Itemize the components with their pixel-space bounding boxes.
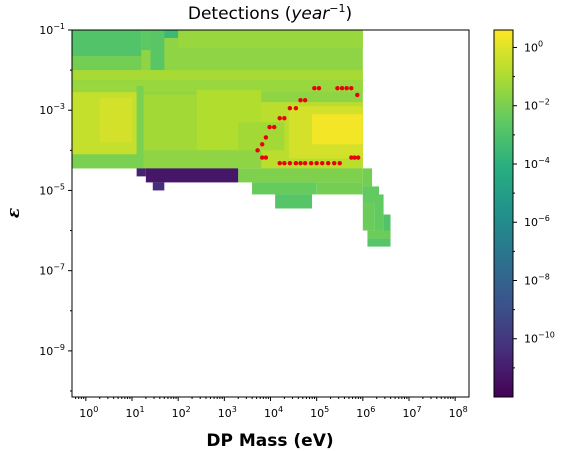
contour-point <box>356 155 361 160</box>
contour-point <box>352 155 357 160</box>
contour-points <box>255 85 361 166</box>
contour-point <box>335 85 340 91</box>
x-axis-ticks: 100 101 102 103 104 105 106 107 108 <box>75 397 468 420</box>
contour-point <box>344 85 349 91</box>
y-axis-label: ε <box>4 208 24 218</box>
contour-point <box>355 92 360 98</box>
contour-point <box>314 160 319 166</box>
contour-point <box>339 85 345 91</box>
contour-point <box>302 160 308 166</box>
colorbar <box>493 29 514 398</box>
contour-point <box>316 85 322 91</box>
contour-point <box>282 160 287 166</box>
x-tick-label: 101 <box>125 405 144 420</box>
heatmap-cell <box>178 30 363 49</box>
y-tick-label: 10−1 <box>39 22 65 37</box>
x-tick-label: 102 <box>172 405 191 420</box>
y-axis-ticks: 10−1 10−3 10−5 10−7 10−9 <box>39 22 72 392</box>
colorbar-tick-label: 10−10 <box>524 331 555 346</box>
x-tick-label: 100 <box>79 405 98 420</box>
contour-point <box>282 116 287 121</box>
heatmap-cell <box>72 80 363 93</box>
y-tick-label: 10−9 <box>39 343 65 358</box>
contour-point <box>259 142 265 147</box>
contour-point <box>312 85 317 91</box>
contour-point <box>271 124 277 130</box>
heatmap-cell <box>252 182 317 195</box>
heatmap-cell <box>72 154 144 169</box>
x-tick-label: 105 <box>310 405 329 420</box>
heatmap-cell <box>275 194 313 209</box>
contour-point <box>287 106 293 111</box>
colorbar-tick-label: 10−8 <box>524 272 550 287</box>
contour-point <box>277 160 282 166</box>
colorbar-tick-label: 10−6 <box>524 214 550 229</box>
contour-point <box>255 148 260 153</box>
heatmap-cell <box>150 30 165 71</box>
heatmap-cell <box>72 30 142 57</box>
colorbar-tick-label: 10−2 <box>524 98 550 113</box>
x-tick-label: 107 <box>402 405 421 420</box>
contour-point <box>332 160 337 166</box>
y-tick-label: 10−7 <box>39 263 65 278</box>
x-tick-label: 103 <box>218 405 237 420</box>
y-tick-label: 10−3 <box>39 102 65 117</box>
heatmap-cell <box>145 168 239 183</box>
contour-point <box>293 160 299 166</box>
contour-point <box>287 160 293 166</box>
heatmap-cell <box>362 168 373 187</box>
y-tick-label: 10−5 <box>39 182 65 197</box>
heatmap-cell <box>374 194 384 231</box>
contour-point <box>326 160 331 166</box>
heatmap-cell <box>152 182 165 191</box>
colorbar-tick-label: 10−4 <box>524 156 550 171</box>
heatmap-cell <box>367 230 391 239</box>
heatmap-cell <box>99 98 133 143</box>
heatmap-cells <box>72 30 391 247</box>
contour-point <box>267 124 272 130</box>
heatmap-cell <box>312 114 363 145</box>
colorbar-tick-label: 100 <box>524 39 543 54</box>
x-axis-label: DP Mass (eV) <box>206 431 333 451</box>
colorbar-ticks: 100 10−2 10−4 10−6 10−8 10−10 <box>513 39 555 369</box>
heatmap-cell <box>143 94 197 151</box>
contour-point <box>349 85 354 91</box>
contour-point <box>302 97 308 103</box>
contour-point <box>298 160 303 166</box>
contour-point <box>259 155 265 160</box>
contour-point <box>293 106 299 111</box>
heatmap-cell <box>136 86 144 159</box>
contour-point <box>263 135 269 140</box>
contour-point <box>308 160 314 166</box>
heatmap-cell <box>72 70 363 81</box>
x-tick-label: 104 <box>264 405 283 420</box>
contour-point <box>349 155 354 160</box>
contour-point <box>263 155 269 160</box>
contour-point <box>320 160 325 166</box>
heatmap-cell <box>162 30 179 39</box>
heatmap-cell <box>362 202 375 231</box>
x-tick-label: 106 <box>356 405 375 420</box>
contour-point <box>337 160 342 166</box>
heatmap-cell <box>316 182 363 195</box>
heatmap-cell <box>238 168 363 183</box>
heatmap-cell <box>367 238 391 247</box>
chart-title: Detections (year−1) <box>188 2 352 24</box>
heatmap-cell <box>383 214 391 239</box>
contour-point <box>298 97 303 103</box>
heatmap-cell <box>136 168 146 177</box>
heatmap-cell <box>143 150 239 169</box>
x-tick-label: 108 <box>449 405 468 420</box>
contour-point <box>277 116 282 121</box>
